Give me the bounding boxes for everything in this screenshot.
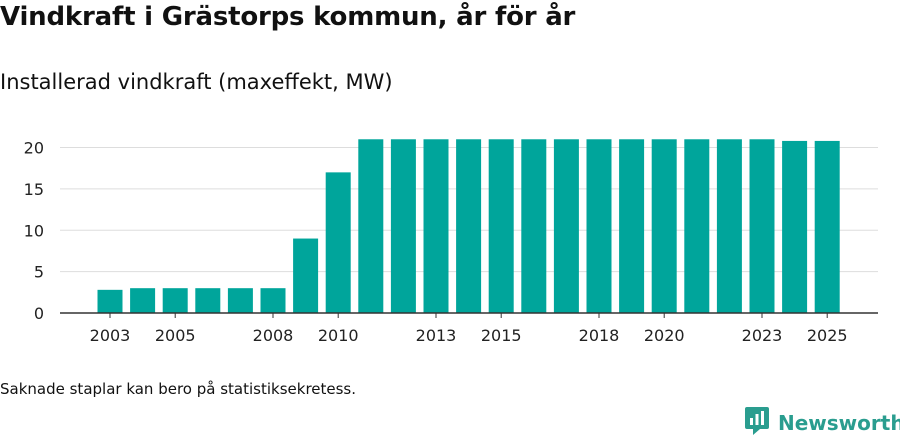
bar-2007[interactable] [227,288,253,313]
footnote: Saknade staplar kan bero på statistiksek… [0,380,357,398]
bar-2016[interactable] [521,139,547,313]
x-tick-label: 2020 [644,326,685,345]
bar-2022[interactable] [716,139,742,313]
brand-name: Newsworthy [778,411,900,435]
y-axis-ticks: 0 5 10 15 20 [24,139,44,323]
bar-2024[interactable] [782,140,808,313]
bar-2003[interactable] [97,289,123,313]
bar-2012[interactable] [390,139,416,313]
bar-2008[interactable] [260,288,286,313]
x-axis-ticks: 2003 2005 2008 2010 2013 2015 2018 2020 2023 2025 [90,313,848,345]
bar-2019[interactable] [619,139,645,313]
bar-2017[interactable] [553,139,579,313]
x-tick-label: 2013 [416,326,457,345]
bars [97,139,840,313]
bar-2011[interactable] [358,139,384,313]
bar-2005[interactable] [162,288,188,313]
bar-2025[interactable] [814,140,840,313]
bar-2023[interactable] [749,139,775,313]
x-tick-label: 2015 [481,326,522,345]
bar-2015[interactable] [488,139,514,313]
y-tick-label: 10 [24,221,44,240]
brand-logo[interactable]: Newsworthy [744,406,900,440]
bar-2004[interactable] [130,288,156,313]
newsworthy-logo-icon [744,406,770,440]
x-tick-label: 2025 [807,326,848,345]
y-tick-label: 20 [24,139,44,158]
x-tick-label: 2023 [742,326,783,345]
chart-subtitle: Installerad vindkraft (maxeffekt, MW) [0,70,393,94]
chart-title: Vindkraft i Grästorps kommun, år för år [0,2,576,32]
bar-2006[interactable] [195,288,221,313]
x-tick-label: 2008 [253,326,294,345]
bar-2009[interactable] [293,238,319,313]
x-tick-label: 2010 [318,326,359,345]
bar-chart: 0 5 10 15 20 2003 2005 2008 2010 2013 2015 2018 202… [24,139,878,345]
bar-2010[interactable] [325,172,351,313]
x-tick-label: 2005 [155,326,196,345]
y-tick-label: 0 [34,304,44,323]
bar-2020[interactable] [651,139,677,313]
x-tick-label: 2003 [90,326,131,345]
bar-2013[interactable] [423,139,449,313]
bar-2021[interactable] [684,139,710,313]
y-tick-label: 5 [34,263,44,282]
x-tick-label: 2018 [579,326,620,345]
bar-2018[interactable] [586,139,612,313]
bar-2014[interactable] [456,139,482,313]
y-tick-label: 15 [24,180,44,199]
